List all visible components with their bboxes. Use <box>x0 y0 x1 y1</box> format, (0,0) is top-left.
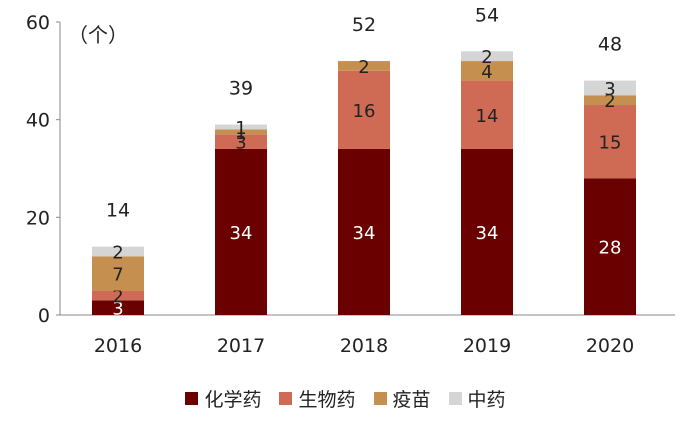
data-label: 4 <box>481 62 492 83</box>
data-label: 15 <box>599 133 622 154</box>
legend-item: 疫苗 <box>373 383 431 413</box>
legend-swatch <box>185 391 199 405</box>
data-label: 34 <box>476 223 499 244</box>
x-tick-label: 2019 <box>463 335 511 357</box>
data-label: 2 <box>112 243 123 264</box>
bar-segment <box>92 290 144 301</box>
data-label: 7 <box>112 264 123 285</box>
bar-segment <box>215 129 267 135</box>
legend-item: 化学药 <box>185 383 261 413</box>
bar-segment <box>584 95 636 106</box>
data-label: 14 <box>476 106 499 127</box>
total-label: 39 <box>229 78 253 100</box>
data-label: 16 <box>353 101 376 122</box>
legend-item: 生物药 <box>279 383 356 413</box>
data-label: 3 <box>604 79 615 100</box>
x-tick-label: 2016 <box>94 335 142 357</box>
data-label: 2 <box>112 286 123 307</box>
legend-label: 生物药 <box>298 388 356 411</box>
bar-segment <box>584 105 636 179</box>
legend-swatch <box>373 391 387 405</box>
bar-segment <box>584 80 636 96</box>
bar-segment <box>215 148 267 315</box>
legend-label: 化学药 <box>204 388 262 411</box>
y-tick-label: 60 <box>26 12 50 34</box>
bar-segment <box>461 51 513 62</box>
legend: 化学药 生物药 疫苗 中药 <box>0 383 691 413</box>
total-label: 48 <box>598 34 622 56</box>
legend-label: 中药 <box>467 388 506 411</box>
total-label: 54 <box>475 4 499 26</box>
data-label: 3 <box>235 133 246 154</box>
data-label: 34 <box>230 223 253 244</box>
bar-segment <box>461 61 513 81</box>
bar-segment <box>92 300 144 315</box>
total-label: 14 <box>106 200 130 222</box>
y-tick-label: 0 <box>38 305 50 327</box>
y-tick-label: 20 <box>26 207 50 229</box>
unit-label: （个） <box>68 23 128 47</box>
data-label: 2 <box>604 91 615 112</box>
data-label: 2 <box>358 57 369 78</box>
bar-segment <box>215 124 267 130</box>
x-tick-label: 2020 <box>586 335 634 357</box>
bar-segment <box>338 61 390 71</box>
data-label: 3 <box>112 299 123 320</box>
data-label: 1 <box>235 123 246 144</box>
data-label: 28 <box>599 238 622 259</box>
bar-segment <box>338 148 390 315</box>
bar-segment <box>584 178 636 315</box>
legend-label: 疫苗 <box>392 388 431 411</box>
bar-segment <box>338 70 390 149</box>
x-tick-label: 2018 <box>340 335 388 357</box>
bar-segment <box>92 256 144 291</box>
bar-segment <box>92 246 144 257</box>
y-tick-label: 40 <box>26 110 50 132</box>
legend-swatch <box>279 391 293 405</box>
data-label: 2 <box>481 47 492 68</box>
total-label: 52 <box>352 14 376 36</box>
data-label: 34 <box>353 223 376 244</box>
bar-segment <box>461 80 513 149</box>
legend-item: 中药 <box>448 383 506 413</box>
bar-segment <box>215 134 267 149</box>
data-label: 1 <box>235 118 246 139</box>
x-tick-label: 2017 <box>217 335 265 357</box>
legend-swatch <box>448 391 462 405</box>
bar-segment <box>461 148 513 315</box>
